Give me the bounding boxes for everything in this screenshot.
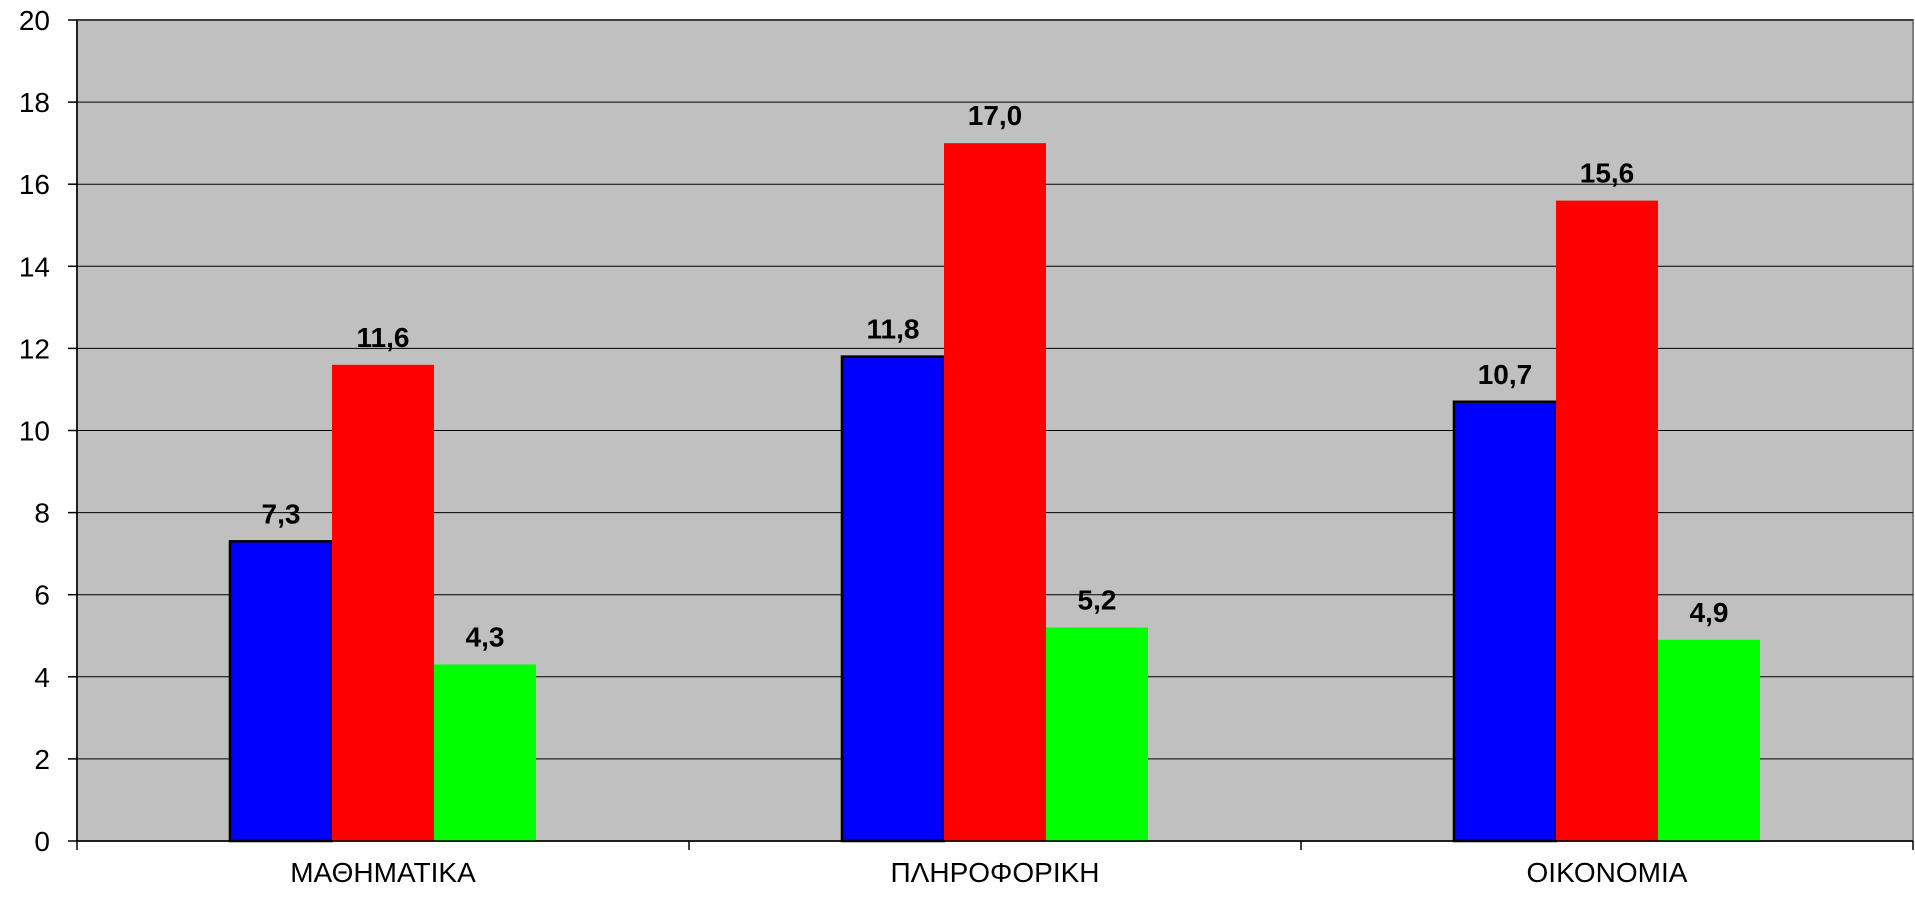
data-label: 4,3 bbox=[466, 621, 505, 652]
data-label: 15,6 bbox=[1580, 158, 1635, 189]
data-label: 5,2 bbox=[1078, 585, 1117, 616]
bar bbox=[434, 664, 537, 841]
data-label: 10,7 bbox=[1478, 359, 1533, 390]
bar bbox=[1452, 400, 1558, 843]
axes bbox=[68, 19, 1914, 850]
y-tick-label: 2 bbox=[34, 744, 50, 775]
y-tick-label: 0 bbox=[34, 826, 50, 857]
y-tick-label: 8 bbox=[34, 498, 50, 529]
y-tick-label: 20 bbox=[19, 5, 50, 36]
bar bbox=[331, 364, 435, 841]
data-label: 17,0 bbox=[968, 100, 1023, 131]
bar bbox=[943, 143, 1047, 841]
y-tick-label: 16 bbox=[19, 169, 50, 200]
bar bbox=[228, 540, 334, 843]
y-tick-label: 12 bbox=[19, 333, 50, 364]
y-tick-label: 10 bbox=[19, 416, 50, 447]
y-tick-label: 14 bbox=[19, 251, 50, 282]
bar bbox=[840, 355, 946, 843]
bars bbox=[228, 143, 1761, 843]
x-category-label: ΠΛΗΡΟΦΟΡΙΚΗ bbox=[890, 857, 1099, 888]
y-tick-label: 6 bbox=[34, 580, 50, 611]
y-tick-label: 18 bbox=[19, 87, 50, 118]
bar bbox=[1555, 200, 1659, 841]
bar bbox=[1046, 627, 1149, 841]
x-category-label: ΟΙΚΟΝΟΜΙΑ bbox=[1527, 857, 1688, 888]
data-label: 11,6 bbox=[357, 322, 410, 353]
data-label: 4,9 bbox=[1690, 597, 1729, 628]
y-tick-label: 4 bbox=[34, 662, 50, 693]
x-category-label: ΜΑΘΗΜΑΤΙΚΑ bbox=[290, 857, 476, 888]
bar bbox=[1658, 639, 1761, 841]
data-label: 7,3 bbox=[262, 498, 301, 529]
data-label: 11,8 bbox=[867, 314, 920, 345]
labels: 0 2 4 6 8 10 12 14 16 18 20 ΜΑΘΗΜΑΤΙΚΑ 7,3 11,6 4,3 ΠΛΗ… bbox=[19, 5, 1729, 888]
